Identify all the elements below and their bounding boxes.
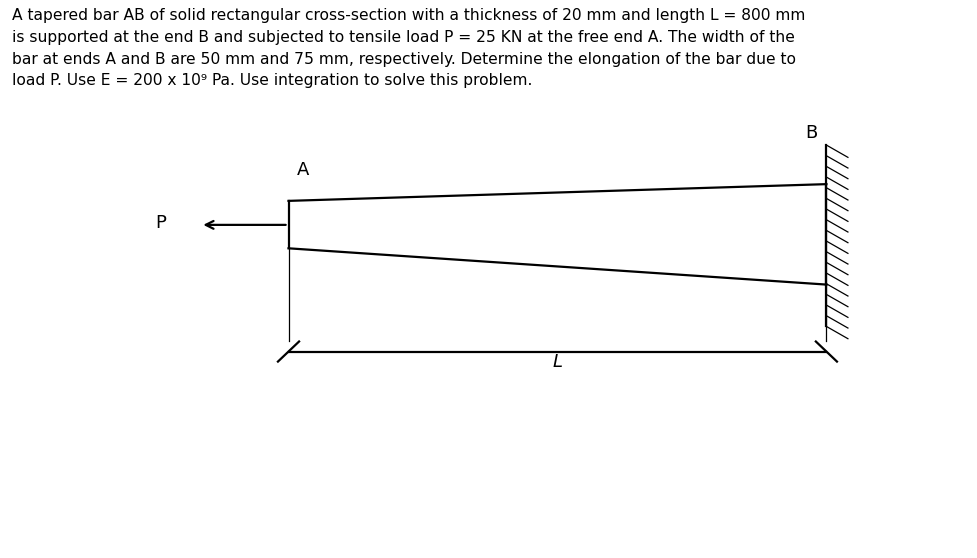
Text: L: L [552,353,562,371]
Text: A: A [297,161,309,179]
Text: B: B [805,124,817,142]
Text: A tapered bar AB of solid rectangular cross-section with a thickness of 20 mm an: A tapered bar AB of solid rectangular cr… [12,8,804,88]
Text: P: P [155,214,166,232]
